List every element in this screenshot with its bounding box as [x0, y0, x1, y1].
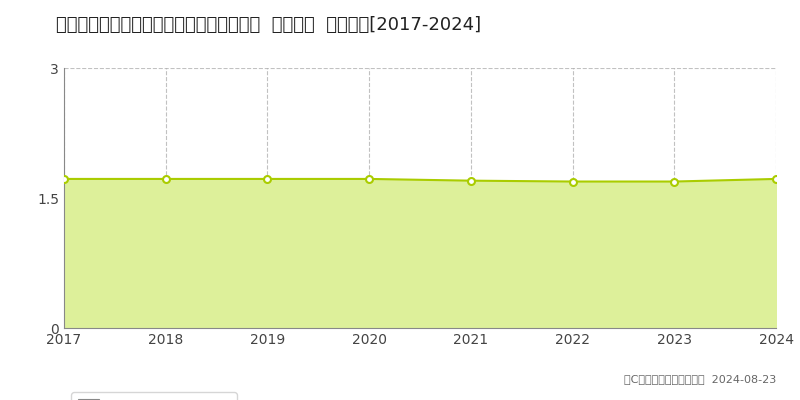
Text: （C）土地価格ドットコム  2024-08-23: （C）土地価格ドットコム 2024-08-23 [624, 374, 776, 384]
Legend: 地価公示 平均坪単価(万円/坪): 地価公示 平均坪単価(万円/坪) [71, 392, 237, 400]
Text: 京都府船井郡京丹波町下山わらび５６番外  地価公示  地価推移[2017-2024]: 京都府船井郡京丹波町下山わらび５６番外 地価公示 地価推移[2017-2024] [56, 16, 481, 34]
